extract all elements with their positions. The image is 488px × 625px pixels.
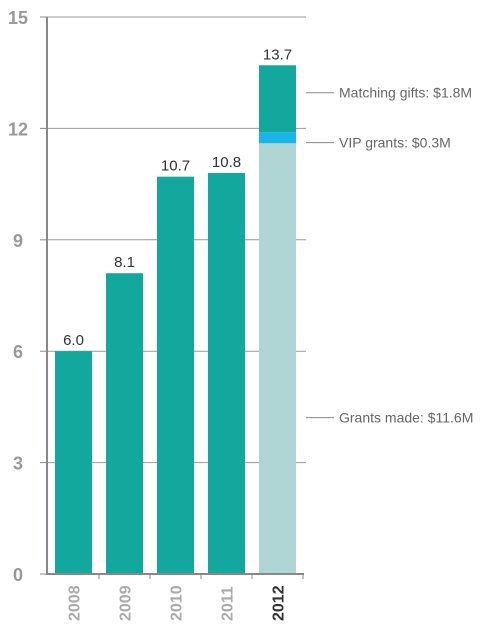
data-label: 10.8 bbox=[212, 154, 241, 171]
bar-segment-matching-gifts bbox=[259, 65, 296, 133]
data-label: 8.1 bbox=[114, 254, 135, 271]
bar bbox=[208, 172, 245, 574]
y-tick-label: 0 bbox=[13, 565, 23, 585]
x-tick-label: 2008 bbox=[67, 585, 84, 621]
x-tick-label: 2010 bbox=[169, 585, 186, 621]
bar bbox=[157, 176, 194, 574]
x-tick-label: 2009 bbox=[118, 585, 135, 621]
bar bbox=[106, 273, 143, 574]
data-label: 13.7 bbox=[263, 46, 292, 63]
bar-segment-grants-made bbox=[259, 143, 296, 574]
y-tick-label: 3 bbox=[13, 454, 23, 474]
annotation-label: VIP grants: $0.3M bbox=[339, 135, 451, 151]
bar bbox=[55, 351, 92, 574]
y-tick-label: 12 bbox=[8, 119, 28, 139]
bars bbox=[55, 65, 296, 574]
data-label: 10.7 bbox=[161, 158, 190, 175]
axes bbox=[46, 17, 304, 575]
y-tick-label: 15 bbox=[8, 8, 28, 28]
annotation-label: Matching gifts: $1.8M bbox=[339, 85, 472, 101]
labels: 0 3 6 9 12 15 6.0 2008 8.1 2009 10.7 2010 10.8 2011 13… bbox=[8, 8, 292, 621]
data-label: 6.0 bbox=[63, 332, 84, 349]
y-tick-label: 9 bbox=[13, 231, 23, 251]
bar-segment-vip-grants bbox=[259, 132, 296, 144]
y-tick-label: 6 bbox=[13, 342, 23, 362]
annotation-label: Grants made: $11.6M bbox=[339, 410, 473, 426]
x-tick-label: 2012 bbox=[271, 585, 288, 621]
x-tick-label: 2011 bbox=[220, 586, 237, 621]
annotations: Grants made: $11.6M VIP grants: $0.3M Matc… bbox=[306, 85, 473, 426]
